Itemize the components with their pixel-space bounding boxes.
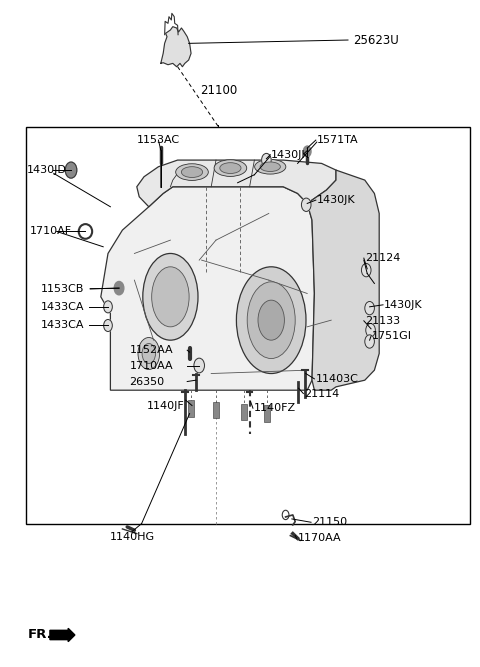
- Text: 1710AF: 1710AF: [30, 227, 72, 236]
- Text: 1140FZ: 1140FZ: [253, 404, 296, 413]
- Circle shape: [366, 323, 375, 337]
- Text: 1430JD: 1430JD: [26, 165, 66, 175]
- Text: 21150: 21150: [312, 518, 347, 527]
- Text: 1433CA: 1433CA: [41, 321, 85, 330]
- Text: 21100: 21100: [200, 83, 237, 97]
- Circle shape: [301, 198, 311, 211]
- Text: 1170AA: 1170AA: [298, 534, 341, 543]
- Text: 1152AA: 1152AA: [130, 346, 173, 355]
- Text: 1751GI: 1751GI: [372, 331, 411, 341]
- Ellipse shape: [247, 281, 295, 359]
- Text: 21133: 21133: [365, 316, 400, 325]
- Text: 1571TA: 1571TA: [317, 135, 359, 145]
- Circle shape: [65, 162, 77, 178]
- Text: 1140JF: 1140JF: [147, 401, 185, 410]
- Ellipse shape: [254, 159, 286, 174]
- Circle shape: [262, 153, 271, 167]
- FancyArrow shape: [50, 628, 75, 642]
- Bar: [264, 405, 270, 422]
- Text: 1430JK: 1430JK: [384, 300, 422, 309]
- Text: 1153AC: 1153AC: [137, 135, 180, 145]
- Ellipse shape: [236, 267, 306, 374]
- Ellipse shape: [138, 338, 159, 370]
- Ellipse shape: [176, 164, 208, 180]
- Text: 21114: 21114: [304, 389, 339, 398]
- Circle shape: [104, 319, 112, 331]
- Text: 1430JK: 1430JK: [317, 195, 355, 205]
- Ellipse shape: [152, 267, 189, 327]
- Text: 25623U: 25623U: [353, 33, 398, 47]
- Circle shape: [194, 358, 204, 373]
- Circle shape: [361, 263, 371, 277]
- Ellipse shape: [143, 253, 198, 340]
- Bar: [26, 127, 470, 524]
- Text: 1140HG: 1140HG: [109, 532, 155, 542]
- Text: 1153CB: 1153CB: [41, 284, 84, 293]
- Text: FR.: FR.: [28, 628, 53, 642]
- Circle shape: [114, 281, 124, 295]
- Text: 1433CA: 1433CA: [41, 302, 85, 311]
- Ellipse shape: [181, 167, 203, 177]
- Polygon shape: [307, 170, 379, 390]
- Ellipse shape: [142, 344, 156, 364]
- Ellipse shape: [258, 300, 284, 340]
- Polygon shape: [137, 160, 336, 207]
- Circle shape: [365, 301, 374, 315]
- Bar: [213, 402, 219, 418]
- Bar: [188, 400, 194, 417]
- Circle shape: [303, 146, 311, 157]
- Bar: [241, 404, 247, 420]
- Text: 1710AA: 1710AA: [130, 361, 173, 370]
- Text: 1430JK: 1430JK: [271, 150, 310, 159]
- Circle shape: [104, 301, 112, 313]
- Ellipse shape: [260, 162, 280, 171]
- Text: 26350: 26350: [130, 377, 165, 386]
- Polygon shape: [161, 27, 191, 67]
- Ellipse shape: [214, 159, 247, 176]
- Circle shape: [365, 335, 374, 348]
- Polygon shape: [101, 187, 314, 390]
- Text: 11403C: 11403C: [315, 374, 358, 384]
- Text: 21124: 21124: [365, 253, 400, 263]
- Ellipse shape: [220, 163, 241, 173]
